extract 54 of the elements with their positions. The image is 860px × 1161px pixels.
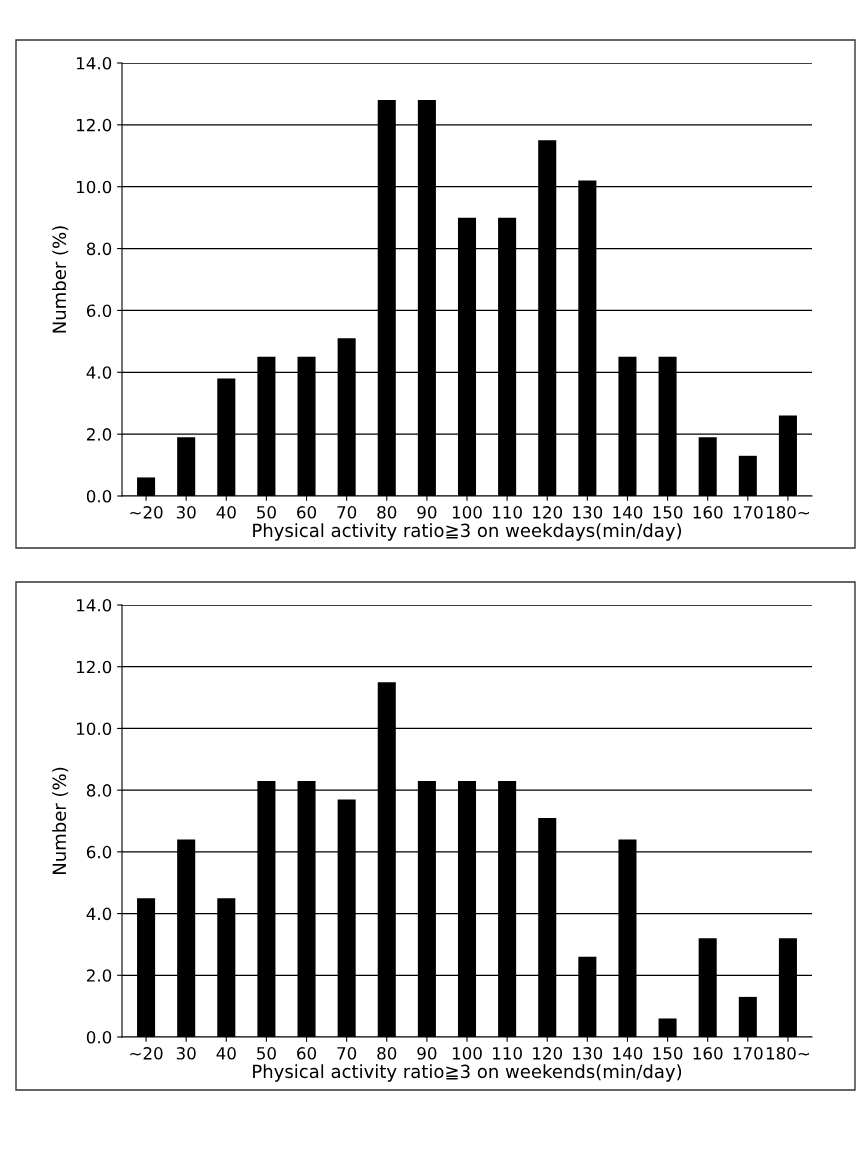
x-tick-label: 170 xyxy=(733,506,763,519)
x-tick-label: 130 xyxy=(573,506,603,519)
y-tick-label: 6.0 xyxy=(86,304,112,317)
y-axis-title: Number (%) xyxy=(52,767,69,874)
x-tick-label: 150 xyxy=(653,1047,683,1060)
y-tick-label: 0.0 xyxy=(86,1030,112,1044)
y-tick-label: 14.0 xyxy=(77,598,112,612)
y-tick-label: 8.0 xyxy=(86,242,112,256)
x-tick-label: 120 xyxy=(533,506,563,519)
x-tick-label: 100 xyxy=(452,1047,482,1060)
y-tick-label: 0.0 xyxy=(86,489,112,503)
x-tick-label: ∼20 xyxy=(130,1047,163,1060)
x-tick-label: 80 xyxy=(377,506,397,519)
y-tick-label: 12.0 xyxy=(77,660,112,674)
x-tick-label: 70 xyxy=(337,1047,357,1060)
y-tick-label: 2.0 xyxy=(86,428,112,441)
x-tick-label: 130 xyxy=(573,1047,603,1060)
y-tick-label: 10.0 xyxy=(77,180,112,194)
x-tick-label: 80 xyxy=(377,1047,397,1060)
x-axis-title: Physical activity ratio≧3 on weekends(min/day) xyxy=(253,1064,682,1082)
y-tick-label: 4.0 xyxy=(86,366,112,379)
x-tick-label: 140 xyxy=(613,1047,643,1060)
y-tick-label: 12.0 xyxy=(77,118,112,132)
x-tick-label: 120 xyxy=(533,1047,563,1060)
x-tick-label: 30 xyxy=(176,506,196,519)
x-tick-label: 170 xyxy=(733,1047,763,1060)
x-tick-label: 90 xyxy=(417,506,437,519)
y-tick-label: 10.0 xyxy=(77,722,112,735)
y-tick-label: 6.0 xyxy=(86,845,112,859)
x-tick-label: 110 xyxy=(493,1047,522,1060)
x-tick-label: 90 xyxy=(417,1047,437,1060)
y-tick-label: 4.0 xyxy=(86,907,112,921)
x-tick-label: 150 xyxy=(653,506,683,519)
x-tick-label: 110 xyxy=(493,506,522,519)
x-tick-label: 140 xyxy=(613,506,643,519)
x-tick-label: 160 xyxy=(693,1047,723,1060)
y-tick-label: 8.0 xyxy=(86,784,112,797)
y-tick-label: 14.0 xyxy=(77,56,112,70)
x-tick-label: 160 xyxy=(693,506,723,519)
x-tick-label: 180∼ xyxy=(766,1047,810,1060)
x-tick-label: 180∼ xyxy=(766,506,810,519)
x-tick-label: 40 xyxy=(216,506,236,519)
x-tick-label: 100 xyxy=(452,506,482,519)
x-tick-label: 40 xyxy=(216,1047,236,1060)
x-tick-label: ∼20 xyxy=(130,506,163,519)
y-axis-title: Number (%) xyxy=(52,226,69,333)
x-tick-label: 30 xyxy=(176,1047,196,1060)
x-axis-title: Physical activity ratio≧3 on weekdays(min/day) xyxy=(253,523,682,541)
x-tick-label: 50 xyxy=(257,1047,276,1060)
x-tick-label: 70 xyxy=(337,506,357,519)
x-tick-label: 50 xyxy=(257,506,276,519)
y-tick-label: 2.0 xyxy=(86,969,112,982)
x-tick-label: 60 xyxy=(297,506,317,519)
x-tick-label: 60 xyxy=(297,1047,317,1060)
